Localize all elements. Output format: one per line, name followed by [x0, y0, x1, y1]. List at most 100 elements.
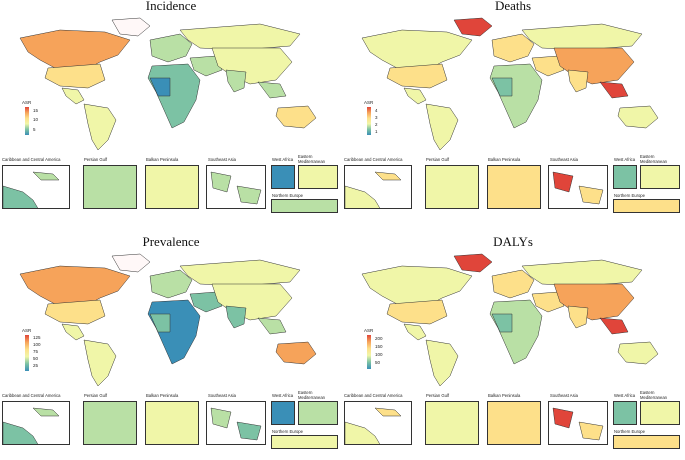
- inset-label-persian-gulf: Persian Gulf: [426, 157, 450, 162]
- inset-west-africa: [271, 165, 295, 189]
- inset-west-africa: [613, 165, 637, 189]
- region-southeast-asia: [599, 317, 629, 335]
- region-australia: [617, 341, 659, 365]
- region-africa: [147, 299, 201, 365]
- legend-tick: 50: [33, 356, 39, 361]
- inset-label-northern-europe: Northern Europe: [614, 429, 645, 434]
- region-asia: [553, 47, 635, 85]
- legend: ASR 4 3 2 1: [364, 100, 404, 140]
- inset-southeast-asia: [206, 401, 266, 445]
- legend-tick: 125: [33, 335, 41, 340]
- inset-caribbean: [344, 165, 412, 209]
- legend-tick: 4: [375, 108, 378, 113]
- region-europe: [491, 269, 535, 299]
- region-russia: [521, 23, 643, 51]
- region-south-america: [425, 103, 459, 150]
- region-south-america: [83, 103, 117, 150]
- legend-tick: 15: [33, 108, 39, 113]
- panel-title: Deaths: [494, 0, 532, 13]
- region-usa: [44, 63, 106, 89]
- region-africa-west: [491, 77, 513, 97]
- world-map: [361, 253, 659, 386]
- inset-persian-gulf: [425, 165, 479, 209]
- legend-colorbar: [25, 107, 29, 135]
- inset-west-africa: [271, 401, 295, 425]
- inset-label-northern-europe: Northern Europe: [272, 429, 303, 434]
- inset-persian-gulf: [83, 165, 137, 209]
- region-africa-west: [149, 313, 171, 333]
- region-south-america: [83, 339, 117, 386]
- legend-tick: 10: [33, 117, 39, 122]
- region-central-america: [61, 323, 85, 341]
- region-middle-east: [189, 291, 223, 313]
- region-central-america: [61, 87, 85, 105]
- region-russia: [179, 23, 301, 51]
- legend-tick: 1: [375, 129, 378, 134]
- region-europe: [149, 269, 193, 299]
- region-australia: [275, 105, 317, 129]
- inset-label-balkan: Balkan Peninsula: [488, 157, 521, 162]
- inset-eastern-med: [298, 165, 338, 189]
- inset-map: [210, 407, 262, 441]
- inset-label-eastern-med-2: Mediterranean: [640, 159, 668, 164]
- inset-label-west-africa: West Africa: [272, 393, 294, 398]
- legend-tick: 200: [375, 336, 383, 341]
- inset-map: [3, 171, 60, 208]
- inset-southeast-asia: [548, 165, 608, 209]
- region-europe: [149, 33, 193, 63]
- inset-caribbean: [2, 165, 70, 209]
- inset-label-caribbean: Caribbean and Central America: [344, 157, 403, 162]
- region-usa: [386, 299, 448, 325]
- inset-label-eastern-med: Eastern: [298, 390, 313, 395]
- inset-southeast-asia: [548, 401, 608, 445]
- legend-tick: 5: [33, 127, 36, 132]
- inset-label-eastern-med-2: Mediterranean: [640, 395, 668, 400]
- inset-southeast-asia: [206, 165, 266, 209]
- inset-label-west-africa: West Africa: [614, 393, 636, 398]
- region-greenland: [453, 17, 493, 37]
- inset-label-southeast-asia: Southeast Asia: [550, 157, 578, 162]
- legend-colorbar: [25, 335, 29, 371]
- inset-map: [210, 171, 262, 205]
- legend-tick: 2: [375, 122, 378, 127]
- region-southeast-asia: [257, 81, 287, 99]
- inset-label-balkan: Balkan Peninsula: [146, 393, 179, 398]
- inset-balkan: [487, 165, 541, 209]
- region-southeast-asia: [599, 81, 629, 99]
- inset-label-northern-europe: Northern Europe: [272, 193, 303, 198]
- legend-colorbar: [367, 107, 371, 135]
- region-australia: [275, 341, 317, 365]
- region-asia: [553, 283, 635, 321]
- region-usa: [386, 63, 448, 89]
- legend: ASR 125 100 75 50 25: [22, 328, 62, 374]
- inset-label-southeast-asia: Southeast Asia: [208, 393, 236, 398]
- region-africa-west: [149, 77, 171, 97]
- inset-persian-gulf: [425, 401, 479, 445]
- inset-caribbean: [2, 401, 70, 445]
- inset-northern-europe: [613, 435, 680, 449]
- region-africa: [489, 299, 543, 365]
- inset-label-southeast-asia: Southeast Asia: [208, 157, 236, 162]
- inset-label-west-africa: West Africa: [614, 157, 636, 162]
- inset-label-west-africa: West Africa: [272, 157, 294, 162]
- inset-label-persian-gulf: Persian Gulf: [84, 157, 108, 162]
- inset-map: [3, 407, 60, 444]
- region-africa: [147, 63, 201, 129]
- region-africa-west: [491, 313, 513, 333]
- inset-label-eastern-med: Eastern: [640, 154, 655, 159]
- inset-balkan: [145, 401, 199, 445]
- inset-label-eastern-med: Eastern: [640, 390, 655, 395]
- panel-title: Incidence: [145, 0, 197, 13]
- region-asia: [211, 47, 293, 85]
- inset-map: [552, 407, 604, 441]
- inset-label-eastern-med: Eastern: [298, 154, 313, 159]
- legend-tick: 100: [375, 352, 383, 357]
- inset-label-caribbean: Caribbean and Central America: [2, 157, 61, 162]
- inset-label-northern-europe: Northern Europe: [614, 193, 645, 198]
- inset-eastern-med: [640, 401, 680, 425]
- inset-label-balkan: Balkan Peninsula: [146, 157, 179, 162]
- inset-eastern-med: [298, 401, 338, 425]
- region-middle-east: [531, 291, 565, 313]
- inset-label-persian-gulf: Persian Gulf: [84, 393, 108, 398]
- inset-west-africa: [613, 401, 637, 425]
